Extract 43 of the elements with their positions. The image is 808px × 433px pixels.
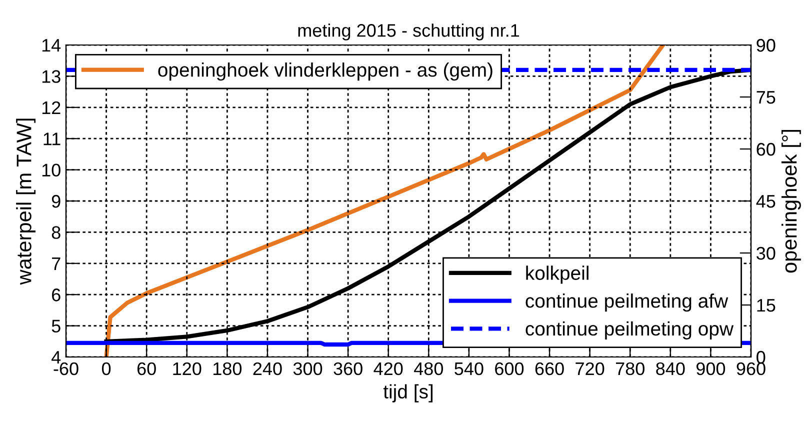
y2-tick-label: 90 [756,38,776,52]
x-axis-title: tijd [s] [383,384,433,402]
x-tick-label: 120 [173,362,202,376]
x-tick-label: 360 [334,362,362,376]
y-tick-label: 6 [52,288,60,302]
chart-title: meting 2015 - schutting nr.1 [298,24,520,40]
y-tick-label: 13 [42,70,60,83]
y-tick-label: 12 [42,101,60,114]
y-tick-label: 11 [44,132,60,146]
x-tick-label: -60 [54,362,78,376]
x-tick-label: 240 [253,362,282,376]
legend-label: kolkpeil [526,266,588,284]
y2-tick-label: 75 [756,91,776,104]
y-tick-label: 9 [52,194,60,208]
y-axis-title: waterpeil [m TAW] [16,118,36,285]
x-tick-label: 780 [616,362,644,376]
y-tick-label: 7 [52,258,60,270]
x-tick-label: 600 [495,362,524,376]
legend-label: continue peilmeting afw [526,294,728,312]
x-tick-label: 960 [736,362,766,376]
y-tick-label: 14 [42,39,61,52]
x-tick-label: 0 [102,362,111,376]
y2-axis-title: openinghoek [°] [782,130,801,273]
x-tick-label: 840 [656,362,685,376]
x-tick-label: 180 [213,362,242,376]
x-tick-label: 900 [696,362,726,376]
legend-label: continue peilmeting opw [526,321,734,340]
y2-tick-label: 15 [757,299,776,312]
y2-tick-label: 30 [756,246,776,260]
x-tick-label: 300 [293,362,322,376]
x-tick-label: 540 [454,362,484,376]
y2-tick-label: 45 [756,195,776,208]
y-tick-label: 10 [42,164,60,177]
x-tick-label: 660 [535,362,564,376]
x-tick-label: 480 [414,362,444,376]
y2-tick-label: 60 [756,142,776,156]
y-tick-label: 8 [52,226,60,239]
legend-label: openinghoek vlinderkleppen - as (gem) [158,62,492,81]
x-tick-label: 420 [374,362,403,376]
x-tick-label: 60 [137,362,156,376]
y-tick-label: 5 [52,320,60,333]
x-tick-label: 720 [576,362,604,376]
y-tick-label: 4 [52,351,61,364]
